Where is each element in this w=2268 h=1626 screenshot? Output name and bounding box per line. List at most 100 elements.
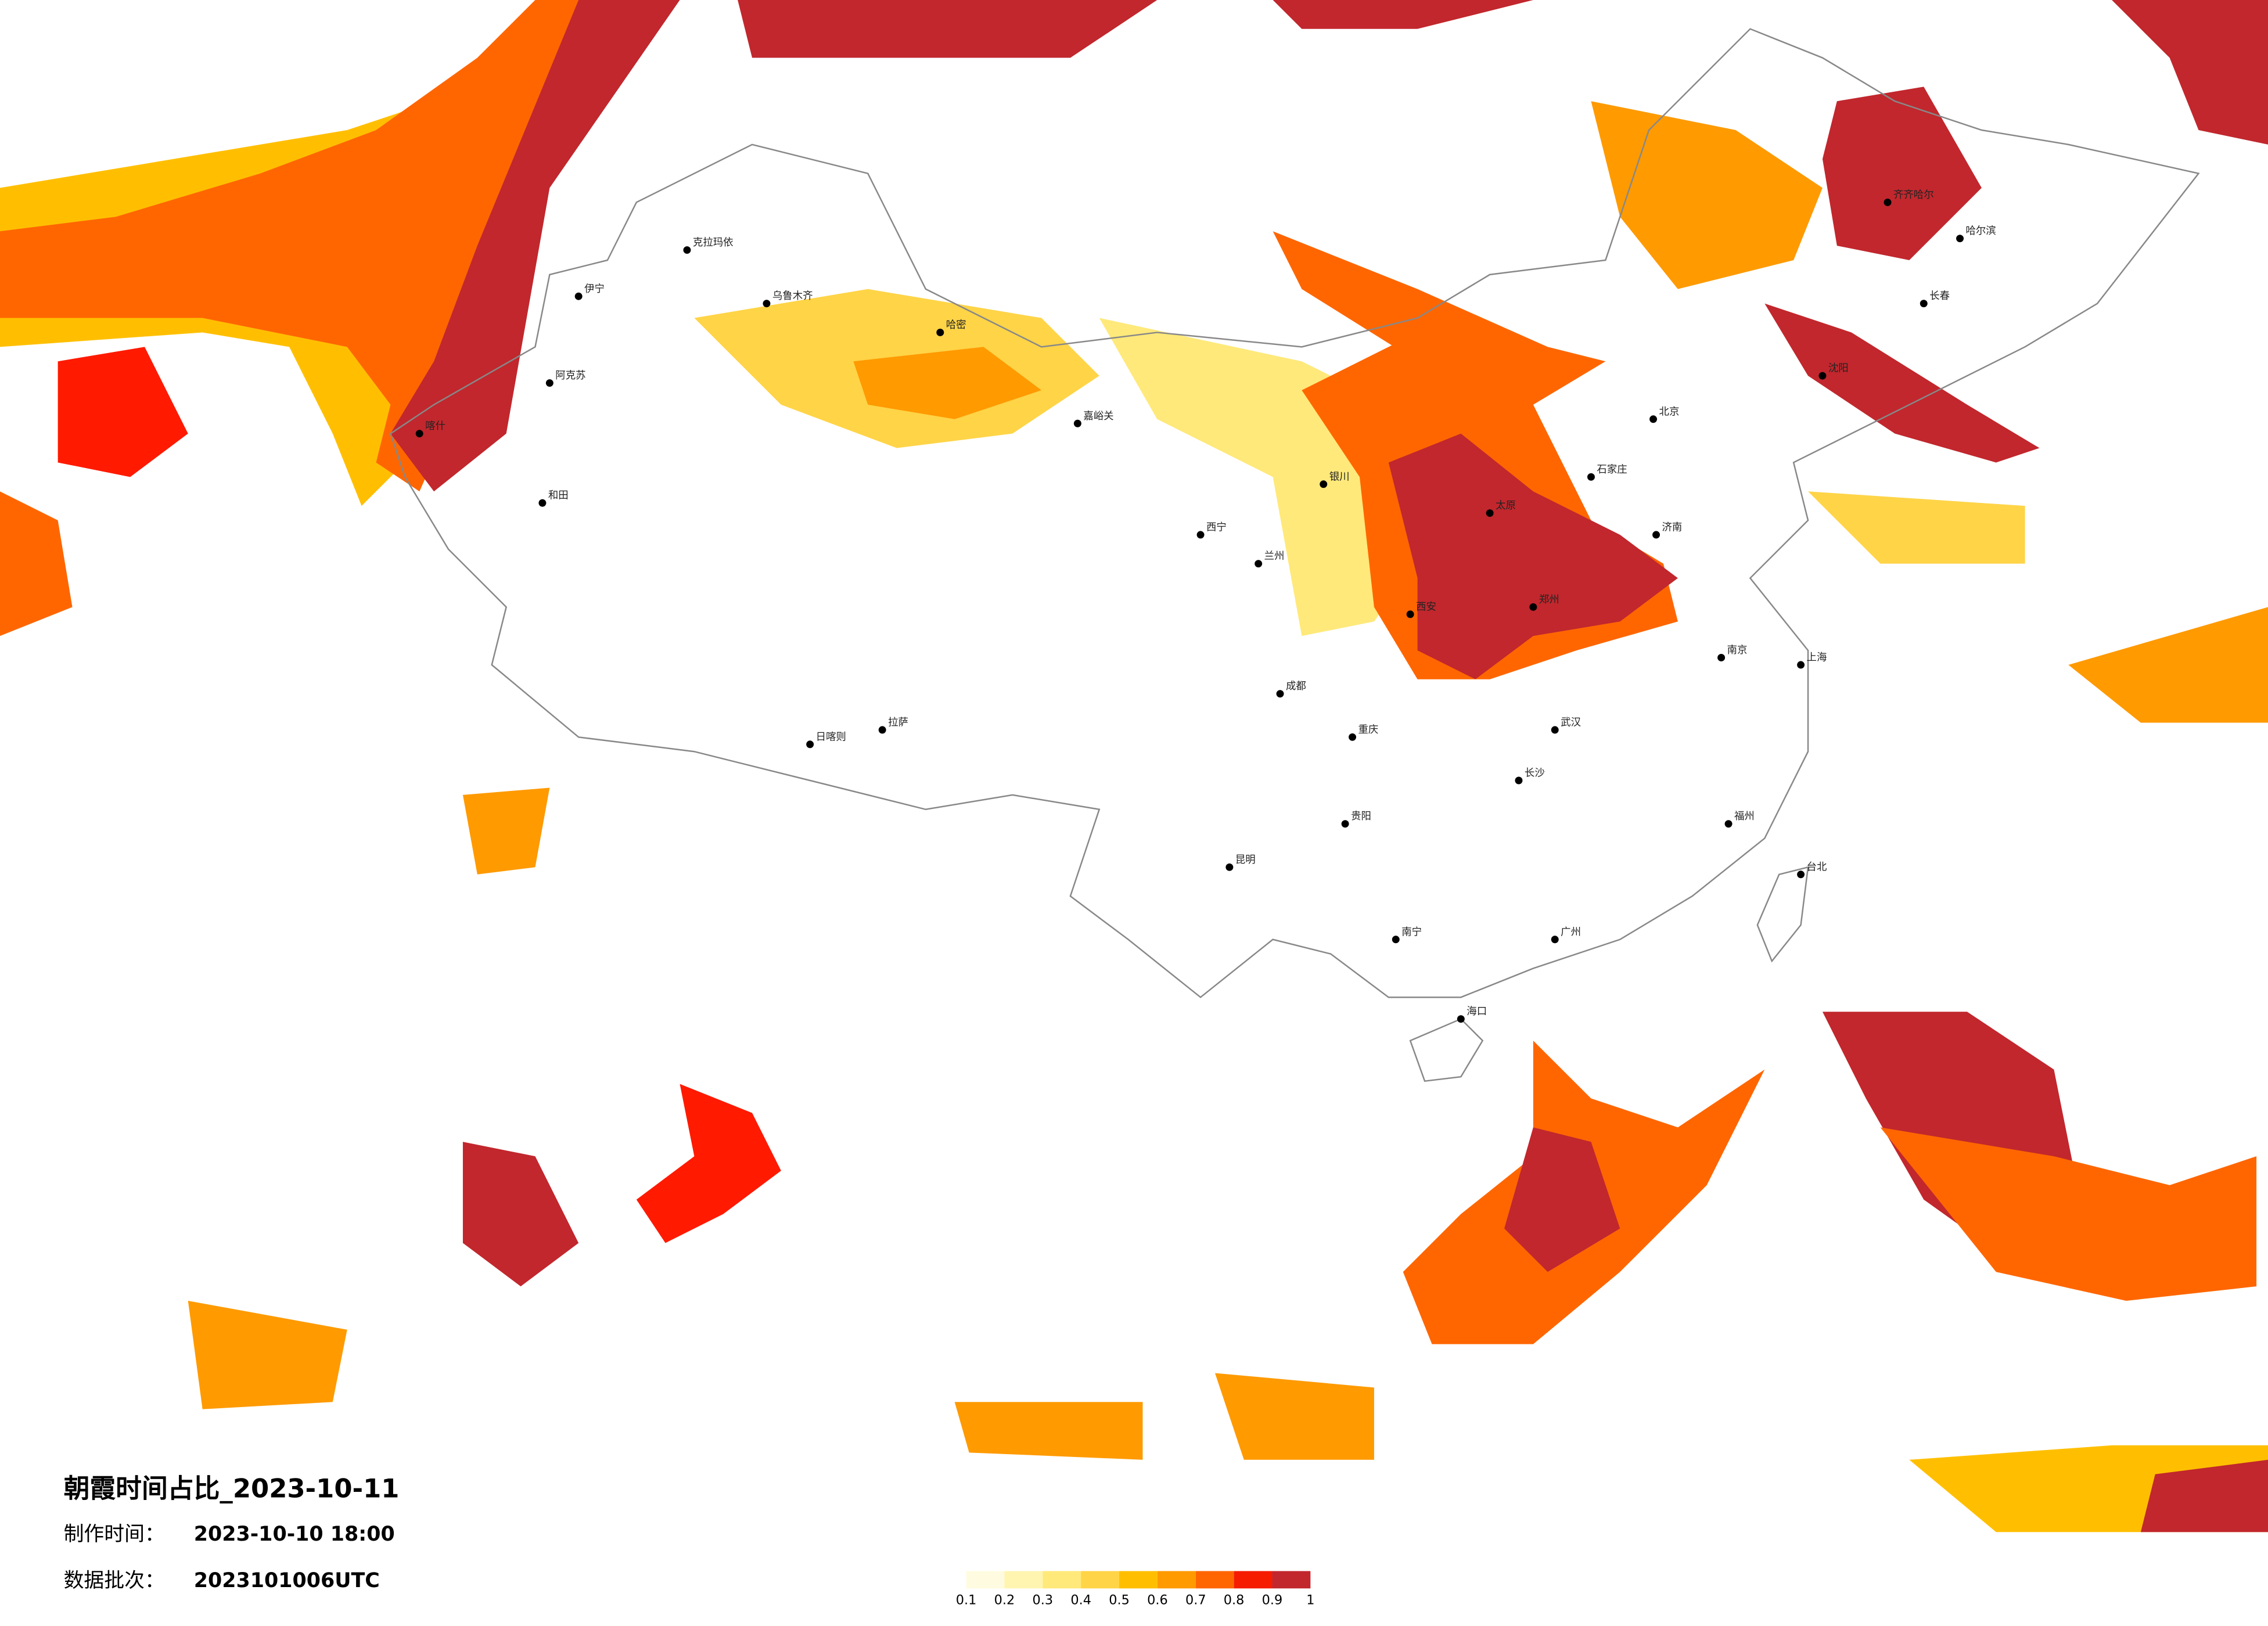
heat-area [1504,1127,1620,1272]
city-label: 沈阳 [1828,363,1849,375]
batch-label: 数据批次： [64,1569,165,1592]
city-dot [1551,726,1559,734]
city-dot [763,300,771,308]
legend-swatch [1234,1571,1273,1589]
legend-swatch [1081,1571,1120,1589]
city-dot [1818,372,1827,380]
heat-area [853,347,1042,419]
heat-area [188,1301,347,1409]
city-label: 西宁 [1206,521,1227,533]
city-dot [806,740,814,749]
city-label: 成都 [1286,681,1306,692]
heat-area [636,1084,781,1243]
city-label: 西安 [1416,601,1436,613]
city-dot [1196,531,1205,539]
heat-area [1214,1373,1374,1460]
city-dot [1529,603,1537,611]
city-dot [1956,235,1964,243]
city-dot [1797,661,1805,669]
heat-area [462,787,550,875]
heat-area [1591,101,1823,289]
legend-label: 0.4 [1070,1593,1091,1608]
legend-label: 1 [1306,1593,1314,1608]
city-dot [574,292,583,300]
map-title: 朝霞时间占比_2023-10-11 [64,1473,400,1504]
city-label: 日喀则 [816,731,846,743]
city-label: 海口 [1467,1006,1487,1017]
city-label: 石家庄 [1597,464,1627,476]
city-label: 济南 [1662,521,1683,533]
city-label: 哈密 [946,319,966,331]
heat-area [2068,607,2268,723]
legend-label: 0.1 [956,1593,977,1608]
made-time: 2023-10-10 18:00 [194,1523,395,1546]
heat-area [1388,433,1678,679]
city-label: 嘉峪关 [1083,411,1113,422]
city-label: 昆明 [1235,854,1256,866]
city-dot [1457,1015,1465,1023]
city-dot [878,726,886,734]
heat-area [462,1142,579,1287]
city-dot [1649,415,1658,423]
legend-swatch [966,1571,1005,1589]
island-outline [1409,866,1809,1082]
legend-label: 0.8 [1224,1593,1245,1608]
city-label: 广州 [1561,926,1581,938]
city-dot [1320,480,1328,488]
heat-area [738,0,1158,58]
city-dot [1341,820,1349,828]
city-label: 阿克苏 [555,370,585,382]
legend: 0.1 0.2 0.3 0.4 0.5 0.6 0.7 0.8 0.9 1 [956,1571,1314,1608]
city-dot [545,379,553,387]
city-dot [1884,198,1892,206]
heat-area [0,0,637,492]
heat-area [1822,87,1982,261]
city-dot [1486,509,1494,517]
heat-area [1273,231,1606,405]
heat-area [1808,491,2025,564]
city-label: 上海 [1807,652,1827,663]
legend-label: 0.3 [1033,1593,1054,1608]
city-label: 南京 [1727,645,1748,656]
city-dot [1797,870,1805,879]
heat-area [1880,1127,2257,1301]
city-label: 南宁 [1401,926,1422,938]
city-label: 武汉 [1561,717,1581,728]
city-dot [1515,776,1523,785]
legend-swatch [1043,1571,1081,1589]
heat-area [1764,303,2040,463]
city-label: 哈尔滨 [1965,225,1996,237]
city-label: 乌鲁木齐 [772,290,813,302]
heat-area [1273,0,1533,29]
city-dot [1349,733,1357,741]
city-label: 郑州 [1539,594,1559,606]
city-label: 太原 [1496,500,1516,512]
city-dot [936,328,944,336]
city-dot [1724,820,1733,828]
legend-swatch [1195,1571,1234,1589]
legend-label: 0.5 [1109,1593,1130,1608]
city-label: 齐齐哈尔 [1893,189,1934,201]
heat-layer [0,0,2268,1533]
city-label: 兰州 [1264,551,1285,562]
city-label: 福州 [1734,811,1755,822]
city-label: 喀什 [425,420,445,432]
heat-area [0,491,73,636]
city-dot [1652,531,1660,539]
city-label: 拉萨 [888,717,908,728]
city-dot [1587,473,1595,481]
heat-area [57,347,188,477]
made-label: 制作时间： [64,1523,165,1546]
city-dot [683,246,691,254]
legend-label: 0.6 [1147,1593,1168,1608]
city-label: 和田 [548,490,569,502]
heat-area [390,0,680,492]
legend-label: 0.9 [1262,1593,1283,1608]
city-label: 贵阳 [1351,811,1371,822]
city-dot [538,499,547,507]
country-outline [389,28,2200,998]
city-label: 北京 [1659,406,1680,418]
